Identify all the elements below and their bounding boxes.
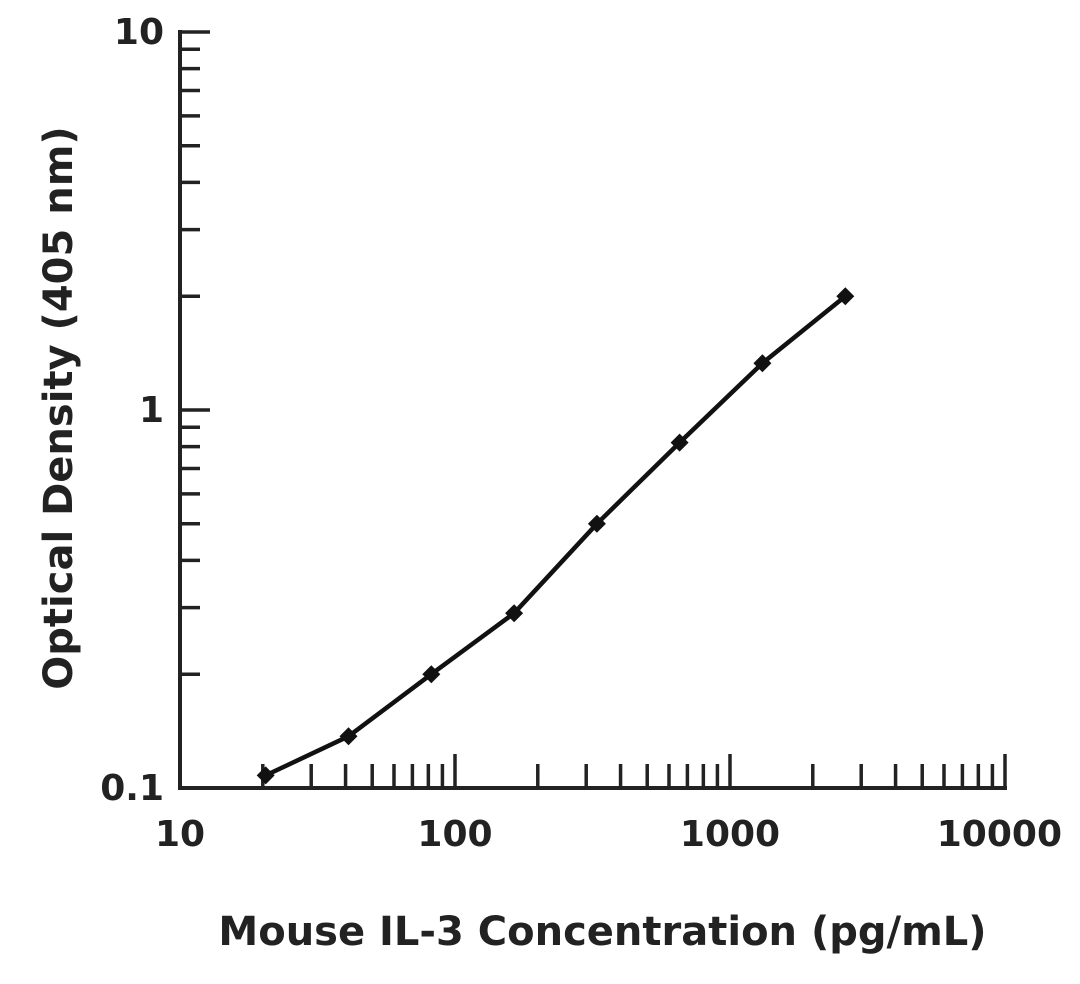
y-tick-label: 10	[114, 12, 164, 53]
x-axis-title: Mouse IL-3 Concentration (pg/mL)	[218, 909, 986, 955]
series-line	[264, 294, 847, 778]
series-group	[256, 287, 855, 785]
x-tick-label: 100	[417, 814, 492, 855]
axes	[178, 30, 1007, 790]
data-point	[670, 433, 689, 452]
data-point	[256, 766, 275, 785]
data-point	[422, 665, 441, 684]
x-tick-label: 1000	[680, 814, 780, 855]
x-tick-label: 10	[155, 814, 205, 855]
x-tick-label: 10000	[937, 814, 1062, 855]
data-point	[505, 604, 524, 623]
y-tick-label: 1	[139, 390, 164, 431]
data-point	[836, 287, 855, 306]
tick-marks	[178, 30, 1007, 790]
data-point	[339, 727, 358, 746]
y-tick-label: 0.1	[100, 768, 164, 809]
data-point	[753, 354, 772, 373]
y-axis-title: Optical Density (405 nm)	[36, 126, 82, 689]
data-point	[587, 514, 606, 533]
tick-labels: 0.1 1 10 10 100 1000 10000	[100, 12, 1062, 855]
